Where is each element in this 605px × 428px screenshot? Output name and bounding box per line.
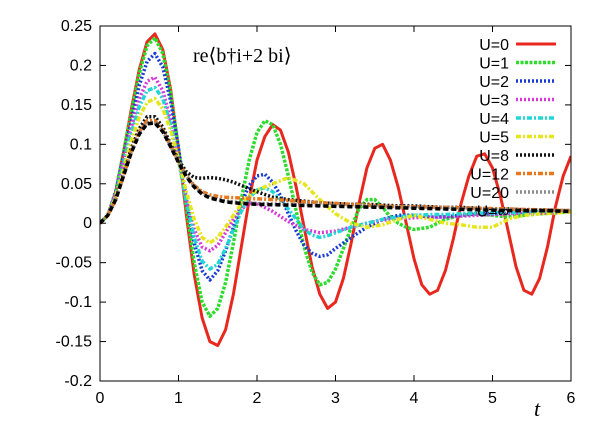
legend-label: U=0: [479, 37, 509, 54]
annotation: re⟨b†i+2 bi⟩: [193, 45, 292, 67]
series-line-3: [100, 51, 571, 282]
series-line-6: [100, 96, 571, 245]
x-axis-label: t: [534, 396, 541, 421]
legend-label: U=20: [470, 185, 509, 202]
legend-label: U=3: [479, 93, 509, 110]
legend-label: U=12: [470, 167, 509, 184]
y-tick-label: 0: [83, 215, 92, 232]
y-tick-label: 0.2: [70, 57, 92, 74]
series-line-7: [100, 114, 571, 225]
series-line-1: [100, 32, 571, 347]
legend-label: U=2: [479, 74, 509, 91]
series-line-5: [100, 85, 571, 271]
legend: U=0 U=1U=2 U=3U=4 U=5U=8 U=12U=20 U=∞: [470, 37, 556, 221]
y-tick-label: -0.05: [56, 255, 93, 272]
y-tick-label: 0.05: [61, 176, 92, 193]
legend-label: U=4: [479, 111, 509, 128]
legend-label: U=1: [479, 56, 509, 73]
x-tick-label: 3: [331, 390, 340, 407]
legend-label: U=5: [479, 130, 509, 147]
series-layer: [100, 32, 571, 347]
x-tick-label: 6: [567, 390, 576, 407]
x-tick-label: 4: [410, 390, 419, 407]
x-tick-label: 1: [174, 390, 183, 407]
y-tick-label: 0.25: [61, 18, 92, 35]
legend-label: U=∞: [477, 204, 509, 221]
y-tick-label: -0.15: [56, 334, 93, 351]
x-tick-label: 5: [488, 390, 497, 407]
legend-label: U=8: [479, 148, 509, 165]
y-tick-label: -0.2: [64, 373, 92, 390]
axis-ticks: 0 1 2 3 4 5 6 -0.2 -0.15 -0.1 -0.05 0 0.05 0.1 0.15 0.2…: [56, 18, 576, 407]
y-tick-label: 0.1: [70, 136, 92, 153]
y-tick-label: 0.15: [61, 97, 92, 114]
series-line-10: [100, 121, 571, 225]
x-tick-label: 0: [96, 390, 105, 407]
y-tick-label: -0.1: [64, 294, 92, 311]
x-tick-label: 2: [253, 390, 262, 407]
